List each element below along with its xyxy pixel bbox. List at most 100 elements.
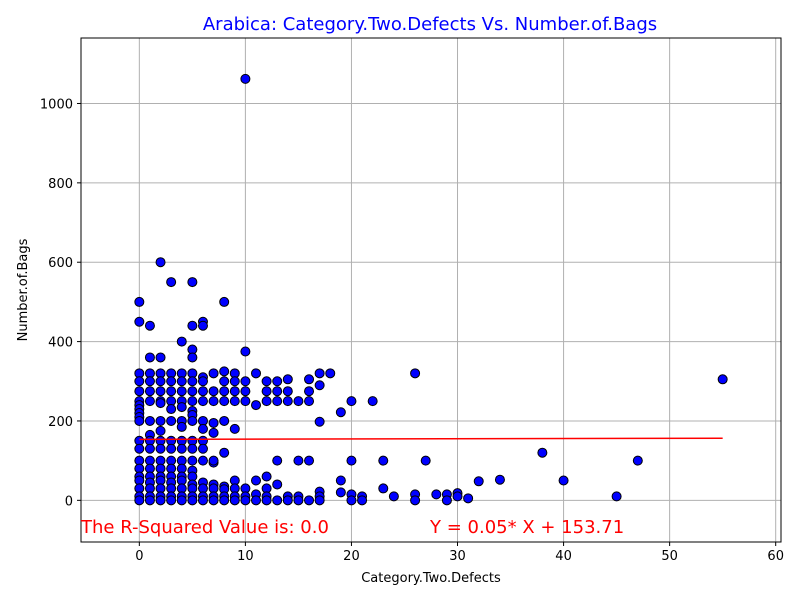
data-point — [155, 376, 166, 387]
x-tick-label: 0 — [135, 549, 143, 564]
data-point — [208, 368, 219, 379]
data-point — [144, 376, 155, 387]
data-point — [197, 443, 208, 454]
y-tick-label: 400 — [48, 336, 73, 351]
data-point — [240, 376, 251, 387]
data-point — [155, 443, 166, 454]
data-point — [176, 443, 187, 454]
data-point — [134, 296, 145, 307]
data-point — [229, 495, 240, 506]
data-point — [282, 495, 293, 506]
data-point — [272, 479, 283, 490]
data-point — [441, 495, 452, 506]
data-point — [304, 455, 315, 466]
data-point — [144, 320, 155, 331]
data-point — [346, 495, 357, 506]
data-point — [144, 495, 155, 506]
data-point — [335, 487, 346, 498]
y-tick-label: 600 — [48, 256, 73, 271]
data-point — [357, 495, 368, 506]
data-point — [176, 386, 187, 397]
data-point — [304, 495, 315, 506]
x-tick-label: 10 — [237, 549, 254, 564]
data-point — [240, 396, 251, 407]
data-point — [632, 455, 643, 466]
data-point — [261, 471, 272, 482]
data-point — [378, 483, 389, 494]
data-point — [166, 277, 177, 288]
x-tick-label: 40 — [555, 549, 572, 564]
data-point — [208, 386, 219, 397]
data-point — [187, 277, 198, 288]
data-point — [272, 386, 283, 397]
data-point — [219, 396, 230, 407]
data-point — [197, 423, 208, 434]
x-tick-label: 50 — [661, 549, 678, 564]
data-point — [410, 495, 421, 506]
data-point — [144, 396, 155, 407]
data-point — [314, 368, 325, 379]
data-point — [378, 455, 389, 466]
data-point — [240, 495, 251, 506]
data-point — [240, 386, 251, 397]
data-point — [261, 376, 272, 387]
x-tick-label: 60 — [767, 549, 784, 564]
data-point — [176, 495, 187, 506]
data-point — [367, 396, 378, 407]
data-point — [229, 396, 240, 407]
y-tick-label: 1000 — [40, 97, 73, 112]
data-point — [166, 376, 177, 387]
data-point — [166, 443, 177, 454]
data-point — [219, 386, 230, 397]
data-point — [134, 316, 145, 327]
data-point — [208, 396, 219, 407]
data-point — [251, 400, 261, 411]
data-point — [197, 455, 208, 466]
data-point — [282, 386, 293, 397]
data-point — [282, 374, 293, 385]
data-point — [272, 376, 283, 387]
data-point — [251, 495, 261, 506]
data-point — [325, 368, 336, 379]
data-point — [187, 455, 198, 466]
data-point — [166, 386, 177, 397]
data-point — [155, 386, 166, 397]
data-point — [155, 415, 166, 426]
data-point — [388, 491, 399, 502]
data-point — [410, 368, 421, 379]
data-point — [219, 495, 230, 506]
data-point — [155, 495, 166, 506]
data-point — [272, 396, 283, 407]
data-point — [134, 376, 145, 387]
data-point — [537, 447, 548, 458]
data-point — [187, 443, 198, 454]
data-point — [251, 368, 261, 379]
data-point — [314, 495, 325, 506]
data-point — [420, 455, 431, 466]
data-point — [463, 493, 474, 504]
data-point — [272, 495, 283, 506]
data-point — [346, 455, 357, 466]
data-point — [219, 366, 230, 377]
data-point — [155, 257, 166, 268]
data-point — [155, 352, 166, 363]
data-point — [166, 404, 177, 415]
data-point — [187, 386, 198, 397]
data-point — [229, 376, 240, 387]
data-point — [611, 491, 622, 502]
data-point — [144, 352, 155, 363]
data-point — [155, 398, 166, 409]
data-point — [293, 455, 304, 466]
data-point — [335, 407, 346, 418]
data-point — [197, 386, 208, 397]
data-point — [240, 346, 251, 357]
data-point — [251, 475, 261, 486]
data-point — [558, 475, 569, 486]
data-point — [346, 396, 357, 407]
plot-frame — [80, 37, 782, 543]
y-tick-label: 200 — [48, 415, 73, 430]
y-axis-label: Number.of.Bags — [16, 238, 31, 341]
regression-line — [139, 437, 723, 441]
